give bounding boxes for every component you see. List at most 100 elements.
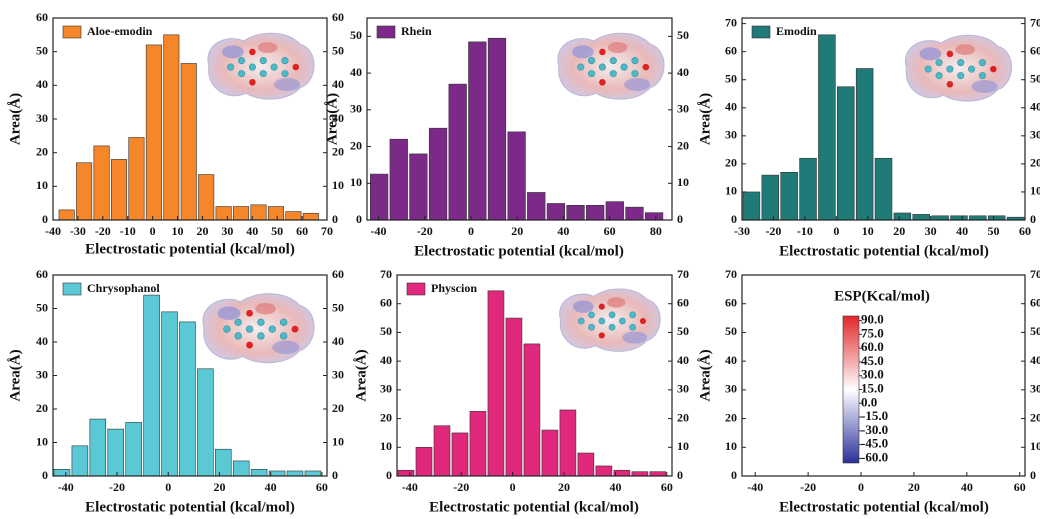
bar bbox=[233, 461, 249, 476]
bar bbox=[969, 216, 986, 220]
y-tick-label: 20 bbox=[36, 144, 48, 158]
legend-swatch bbox=[377, 26, 395, 38]
y2-tick-label: 50 bbox=[1030, 324, 1040, 338]
legend-label: Aloe-emodin bbox=[87, 24, 153, 38]
colorbar-tick-label: -45.0 bbox=[861, 436, 888, 451]
y-axis-label: Area(Å) bbox=[697, 93, 713, 145]
bar bbox=[144, 295, 160, 476]
colorbar-tick-label: -60.0 bbox=[861, 449, 888, 464]
y-tick-label: 30 bbox=[36, 367, 48, 381]
colorbar-tick-label: 90.0 bbox=[861, 312, 884, 327]
bar bbox=[94, 146, 109, 220]
bar bbox=[268, 207, 283, 220]
y2-tick-label: 0 bbox=[1030, 468, 1036, 482]
x-tick-label: 20 bbox=[558, 480, 570, 494]
y2-tick-label: 50 bbox=[677, 324, 689, 338]
bar bbox=[913, 214, 930, 220]
x-tick-label: 20 bbox=[213, 480, 225, 494]
bar bbox=[398, 470, 414, 476]
y-tick-label: 20 bbox=[380, 410, 392, 424]
bar bbox=[305, 471, 321, 476]
x-tick-label: 20 bbox=[511, 224, 523, 238]
bar bbox=[390, 139, 408, 220]
colorbar-tick-label: 60.0 bbox=[861, 339, 884, 354]
y2-tick-label: 60 bbox=[332, 10, 344, 24]
y2-tick-label: 20 bbox=[1030, 410, 1040, 424]
x-axis-label: Electrostatic potential (kcal/mol) bbox=[414, 243, 624, 259]
y2-tick-label: 40 bbox=[332, 334, 344, 348]
bar bbox=[90, 419, 106, 476]
x-axis-label: Electrostatic potential (kcal/mol) bbox=[85, 499, 295, 515]
y-tick-label: 10 bbox=[350, 175, 362, 189]
x-tick-label: 60 bbox=[1014, 480, 1026, 494]
bar bbox=[452, 433, 468, 476]
y2-tick-label: 60 bbox=[332, 267, 344, 281]
molecule-image bbox=[208, 33, 314, 99]
bar bbox=[72, 446, 88, 476]
x-tick-label: -20 bbox=[417, 224, 433, 238]
x-axis-label: Electrostatic potential (kcal/mol) bbox=[85, 241, 295, 257]
x-tick-label: 40 bbox=[961, 480, 973, 494]
x-tick-label: -40 bbox=[747, 480, 763, 494]
bar bbox=[506, 318, 522, 476]
colorbar-tick-label: 0.0 bbox=[861, 394, 877, 409]
y-tick-label: 50 bbox=[350, 28, 362, 42]
x-tick-label: -40 bbox=[58, 480, 74, 494]
bar bbox=[527, 192, 545, 220]
y2-tick-label: 40 bbox=[1030, 353, 1040, 367]
bar bbox=[632, 472, 648, 476]
y2-tick-label: 70 bbox=[1030, 267, 1040, 281]
bar bbox=[126, 422, 142, 476]
x-tick-label: 50 bbox=[271, 224, 283, 238]
bar bbox=[54, 469, 70, 476]
bar bbox=[614, 470, 630, 476]
bar bbox=[488, 291, 504, 476]
x-tick-label: 60 bbox=[296, 224, 308, 238]
x-tick-label: -40 bbox=[402, 480, 418, 494]
bar bbox=[416, 447, 432, 476]
y-axis-label: Area(Å) bbox=[7, 93, 23, 145]
bar bbox=[567, 205, 585, 220]
y2-tick-label: 30 bbox=[677, 382, 689, 396]
bar bbox=[286, 212, 301, 220]
legend-swatch bbox=[407, 283, 425, 295]
bar bbox=[508, 132, 526, 220]
x-axis-label: Electrostatic potential (kcal/mol) bbox=[779, 243, 989, 259]
y-tick-label: 50 bbox=[36, 43, 48, 57]
x-tick-label: -20 bbox=[95, 224, 111, 238]
colorbar-tick-label: -30.0 bbox=[861, 422, 888, 437]
y-tick-label: 40 bbox=[350, 65, 362, 79]
colorbar-tick-label: 30.0 bbox=[861, 367, 884, 382]
colorbar-tick-label: -15.0 bbox=[861, 408, 888, 423]
y2-tick-label: 0 bbox=[1030, 212, 1036, 226]
x-tick-label: -20 bbox=[765, 224, 781, 238]
figure: Aloe-emodin-40-30-20-1001020304050607001… bbox=[0, 0, 1040, 519]
bar bbox=[578, 453, 594, 476]
y-tick-label: 20 bbox=[36, 401, 48, 415]
x-tick-label: -20 bbox=[800, 480, 816, 494]
y-tick-label: 50 bbox=[725, 71, 737, 85]
y2-tick-label: 40 bbox=[332, 77, 344, 91]
colorbar bbox=[843, 316, 859, 463]
bar bbox=[524, 344, 540, 476]
y-axis-label: Area(Å) bbox=[324, 93, 340, 145]
bar bbox=[179, 322, 195, 476]
molecule-image bbox=[558, 33, 664, 99]
y2-tick-label: 20 bbox=[1030, 156, 1040, 170]
x-tick-label: -40 bbox=[371, 224, 387, 238]
y-tick-label: 0 bbox=[386, 468, 392, 482]
bar bbox=[586, 205, 604, 220]
bar bbox=[370, 174, 388, 220]
y2-tick-label: 50 bbox=[332, 43, 344, 57]
x-tick-label: 60 bbox=[316, 480, 328, 494]
bar bbox=[762, 175, 779, 220]
colorbar-tick-label: 45.0 bbox=[861, 353, 884, 368]
y-tick-label: 30 bbox=[725, 382, 737, 396]
bar bbox=[606, 202, 624, 220]
x-tick-label: -10 bbox=[120, 224, 136, 238]
y-tick-label: 70 bbox=[725, 267, 737, 281]
bar bbox=[251, 469, 267, 476]
bar bbox=[856, 69, 873, 221]
bar bbox=[108, 429, 124, 476]
colorbar-tick-label: 15.0 bbox=[861, 380, 884, 395]
